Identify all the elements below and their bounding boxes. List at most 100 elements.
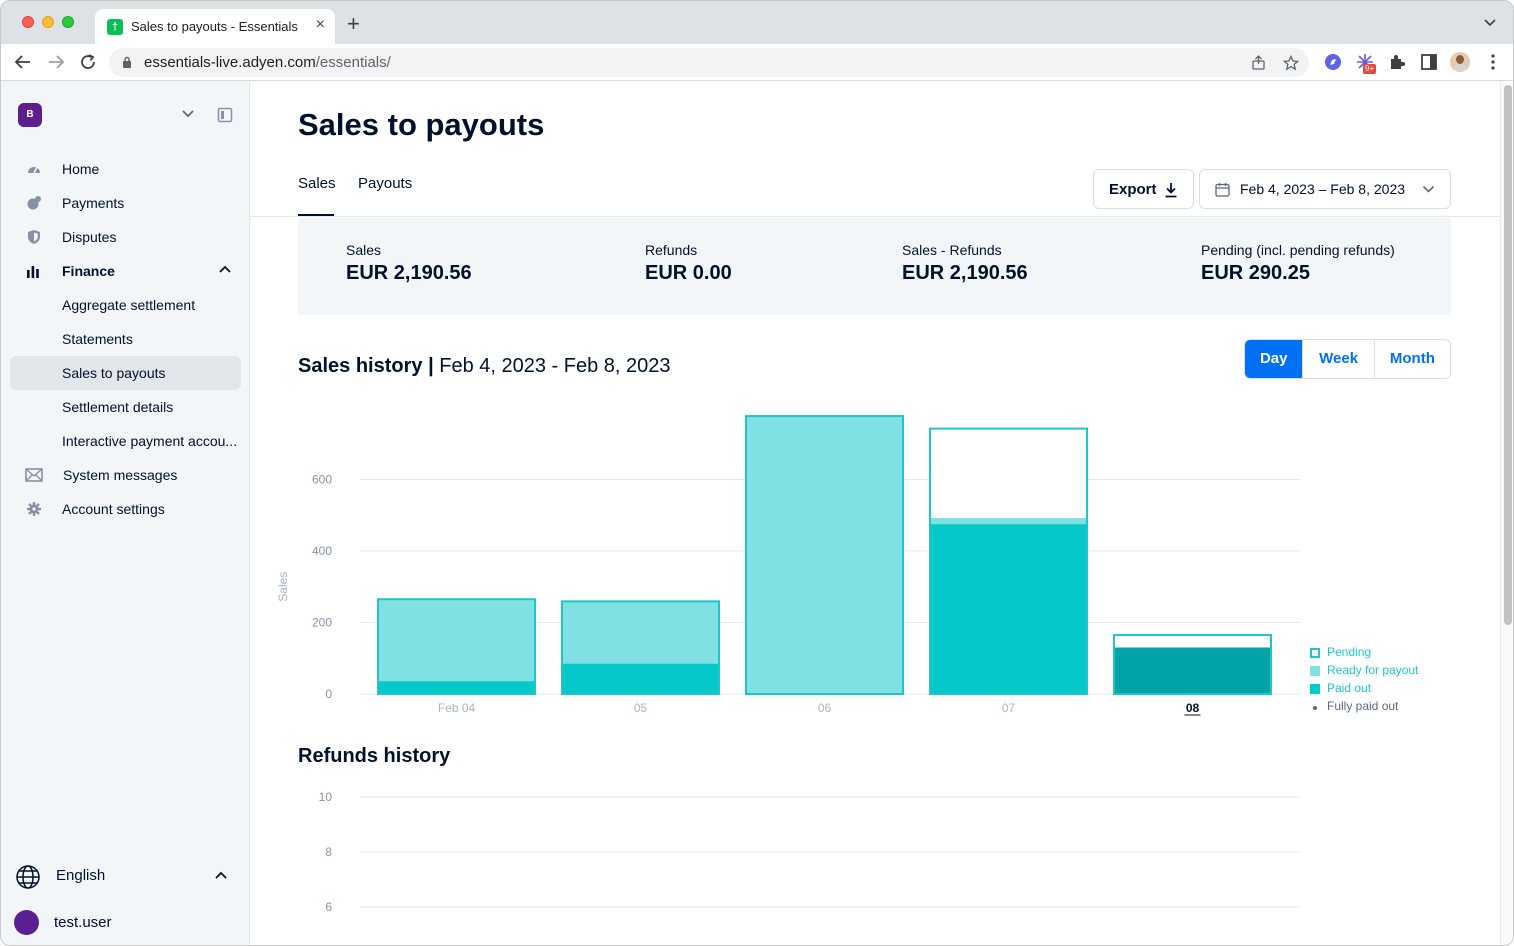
tabs-divider xyxy=(250,216,1500,217)
y-tick-label: 10 xyxy=(319,790,333,804)
sidebar-item-label: Account settings xyxy=(62,501,165,517)
sidebar-nav: Home Payments Disputes Finance Aggregate… xyxy=(1,152,250,526)
bookmark-star-icon[interactable] xyxy=(1283,55,1299,71)
refunds-history-title: Refunds history xyxy=(298,745,451,767)
maximize-window-button[interactable] xyxy=(62,16,74,28)
shield-icon xyxy=(28,230,40,244)
granularity-month-button[interactable]: Month xyxy=(1373,340,1450,378)
collapse-sidebar-icon[interactable] xyxy=(217,107,233,123)
chevron-up-icon xyxy=(215,871,227,879)
language-selector[interactable]: English xyxy=(1,861,250,891)
bar-ready-for-payout xyxy=(378,599,535,682)
sidebar-item-disputes[interactable]: Disputes xyxy=(1,220,250,254)
date-range-picker[interactable]: Feb 4, 2023 – Feb 8, 2023 xyxy=(1199,169,1451,209)
sidebar-item-system-messages[interactable]: System messages xyxy=(1,458,250,492)
url-path: /essentials/ xyxy=(315,54,391,71)
bar-fully-paid-out xyxy=(1114,647,1271,694)
sidebar-item-settlement-details[interactable]: Settlement details xyxy=(1,390,250,424)
extensions-puzzle-icon[interactable] xyxy=(1387,52,1407,72)
legend-swatch xyxy=(1310,666,1320,676)
profile-avatar[interactable] xyxy=(1450,52,1470,72)
sidebar-item-label: Sales to payouts xyxy=(62,365,166,381)
bar-ready-for-payout xyxy=(930,518,1087,525)
bar-ready-for-payout xyxy=(562,601,719,664)
sidebar-item-aggregate-settlement[interactable]: Aggregate settlement xyxy=(1,288,250,322)
gauge-icon xyxy=(28,166,40,174)
sidebar-item-label: System messages xyxy=(63,467,178,483)
payments-icon xyxy=(27,196,41,210)
minimize-window-button[interactable] xyxy=(42,16,54,28)
title-separator: | xyxy=(422,355,440,377)
account-brand-badge[interactable]: B xyxy=(18,103,42,127)
sidebar-item-interactive-payment-accounting[interactable]: Interactive payment accou... xyxy=(1,424,250,458)
browser-tab[interactable]: † Sales to payouts - Essentials × xyxy=(95,9,335,44)
sidebar-item-payments[interactable]: Payments xyxy=(1,186,250,220)
sales-history-heading: Sales history xyxy=(298,355,423,377)
sidebar-item-label: Disputes xyxy=(62,229,117,245)
account-switch-chevron-icon[interactable] xyxy=(181,109,195,119)
y-tick-label: 600 xyxy=(312,472,332,486)
summary-value: EUR 290.25 xyxy=(1201,262,1310,284)
scrollbar-thumb[interactable] xyxy=(1504,85,1512,625)
sidebar-item-label: Settlement details xyxy=(62,399,174,415)
bar-paid-out xyxy=(930,524,1087,694)
bar-outline xyxy=(1113,633,1272,696)
legend-label: Ready for payout xyxy=(1327,663,1419,677)
browser-menu-icon[interactable] xyxy=(1483,52,1503,72)
legend-label: Pending xyxy=(1327,645,1372,659)
granularity-week-button[interactable]: Week xyxy=(1302,340,1373,378)
sidebar-item-statements[interactable]: Statements xyxy=(1,322,250,356)
share-icon[interactable] xyxy=(1251,55,1266,70)
y-tick-label: 200 xyxy=(312,615,332,629)
page-title: Sales to payouts xyxy=(298,107,545,142)
user-menu[interactable]: test.user xyxy=(1,907,250,937)
sidebar-item-account-settings[interactable]: Account settings xyxy=(1,492,250,526)
legend-swatch xyxy=(1310,648,1320,658)
granularity-day-button[interactable]: Day xyxy=(1245,340,1303,378)
sidebar-item-label: Payments xyxy=(62,195,125,211)
browser-toolbar: essentials-live.adyen.com/essentials/ 9+ xyxy=(1,44,1513,81)
new-tab-icon[interactable]: + xyxy=(347,11,360,36)
y-tick-label: 0 xyxy=(325,687,332,701)
profile-shoulders xyxy=(1453,64,1467,72)
page-scrollbar[interactable] xyxy=(1500,81,1513,945)
globe-icon xyxy=(16,865,40,889)
x-tick-label: 08 xyxy=(1186,701,1200,715)
bar-ready-for-payout xyxy=(746,416,903,694)
forward-icon[interactable] xyxy=(47,53,65,71)
extension-compass-icon[interactable] xyxy=(1323,52,1343,72)
bar-outline xyxy=(929,427,1088,695)
side-panel-icon[interactable] xyxy=(1419,52,1439,72)
summary-label: Pending (incl. pending refunds) xyxy=(1201,242,1395,258)
mail-icon xyxy=(25,468,43,482)
tab-close-icon[interactable]: × xyxy=(315,16,325,33)
bar-outline xyxy=(561,600,720,696)
lock-icon xyxy=(123,56,131,68)
sidebar: B Home Payments Disputes Finance Agg xyxy=(1,81,250,945)
tab-payouts[interactable]: Payouts xyxy=(358,175,413,192)
summary-value: EUR 2,190.56 xyxy=(902,262,1028,284)
sidebar-item-label: Statements xyxy=(62,331,133,347)
close-window-button[interactable] xyxy=(22,16,34,28)
tab-sales[interactable]: Sales xyxy=(298,175,336,192)
address-bar[interactable]: essentials-live.adyen.com/essentials/ xyxy=(109,48,1309,77)
chevron-up-icon xyxy=(219,265,231,273)
bar-chart-icon xyxy=(27,266,39,278)
back-icon[interactable] xyxy=(14,53,32,71)
sidebar-item-label: Finance xyxy=(62,263,115,279)
chevron-down-icon xyxy=(1422,185,1435,193)
tab-search-chevron-icon[interactable] xyxy=(1483,15,1497,29)
sidebar-item-sales-to-payouts[interactable]: Sales to payouts xyxy=(10,356,241,390)
extension-badge-icon[interactable]: 9+ xyxy=(1355,52,1377,74)
sales-history-title: Sales history | Feb 4, 2023 - Feb 8, 202… xyxy=(298,355,671,378)
gear-icon xyxy=(27,502,41,516)
user-name: test.user xyxy=(54,914,112,931)
reload-icon[interactable] xyxy=(79,53,97,71)
sidebar-item-finance[interactable]: Finance xyxy=(1,254,250,288)
sidebar-item-home[interactable]: Home xyxy=(1,152,250,186)
sales-summary: Sales EUR 2,190.56 Refunds EUR 0.00 Sale… xyxy=(298,218,1451,315)
profile-face xyxy=(1456,55,1464,64)
export-button[interactable]: Export xyxy=(1093,169,1194,209)
summary-sales: Sales EUR 2,190.56 xyxy=(346,242,472,285)
